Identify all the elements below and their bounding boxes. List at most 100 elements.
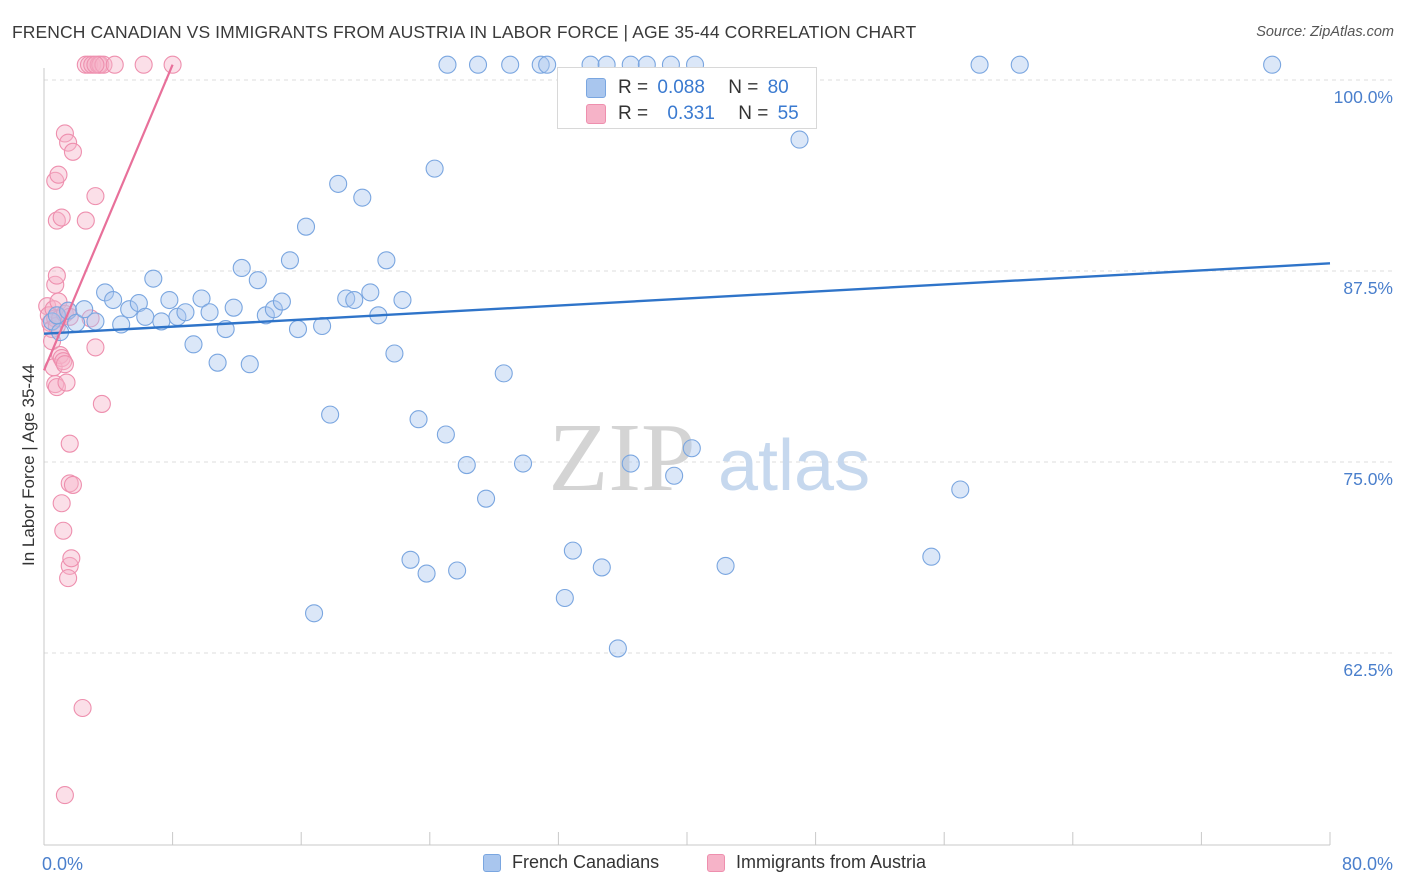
data-point bbox=[716, 556, 735, 575]
data-point bbox=[86, 338, 105, 357]
data-point bbox=[76, 211, 95, 230]
data-point bbox=[47, 378, 66, 397]
r-value: 0.331 bbox=[667, 103, 715, 124]
data-point bbox=[192, 289, 211, 308]
data-point bbox=[353, 188, 372, 207]
data-point bbox=[970, 55, 989, 74]
x-tick-label: 0.0% bbox=[42, 854, 83, 874]
y-tick-label: 87.5% bbox=[1343, 278, 1393, 298]
data-point bbox=[52, 494, 71, 513]
y-tick-label: 62.5% bbox=[1343, 660, 1393, 680]
n-value: 55 bbox=[777, 103, 799, 124]
data-point bbox=[345, 290, 364, 310]
data-point bbox=[436, 425, 455, 444]
watermark-atlas: atlas bbox=[718, 426, 870, 506]
data-point bbox=[104, 290, 123, 310]
data-point bbox=[46, 375, 65, 394]
data-point bbox=[52, 208, 71, 227]
legend-item-french-canadians[interactable]: French Canadians bbox=[483, 852, 659, 873]
data-point bbox=[385, 344, 404, 363]
data-point bbox=[438, 55, 457, 74]
data-point bbox=[494, 364, 513, 383]
trend-line-immigrants-from-austria bbox=[42, 64, 174, 371]
data-point bbox=[592, 558, 611, 577]
data-point bbox=[280, 251, 299, 270]
data-point bbox=[790, 130, 809, 149]
data-point bbox=[75, 300, 94, 319]
data-point bbox=[313, 316, 332, 336]
y-tick-label: 100.0% bbox=[1334, 87, 1393, 107]
data-point bbox=[329, 174, 348, 193]
data-point bbox=[448, 561, 467, 580]
data-point bbox=[60, 474, 79, 493]
legend-item-immigrants-from-austria[interactable]: Immigrants from Austria bbox=[707, 852, 926, 873]
n-label: N = bbox=[728, 77, 759, 98]
stats-legend: R = 0.088 N = 80 R = 0.331 N = 55 bbox=[557, 67, 817, 129]
data-point bbox=[401, 550, 420, 569]
n-value: 80 bbox=[767, 77, 789, 98]
blue-swatch bbox=[586, 78, 606, 98]
data-point bbox=[57, 373, 76, 392]
data-point bbox=[92, 394, 111, 413]
data-point bbox=[54, 521, 73, 540]
pink-swatch bbox=[586, 104, 606, 124]
data-point bbox=[272, 292, 291, 311]
data-point bbox=[922, 547, 941, 566]
data-point bbox=[513, 454, 533, 473]
data-point bbox=[55, 786, 74, 805]
data-point bbox=[47, 266, 66, 285]
legend-swatch-blue bbox=[483, 853, 501, 872]
data-point bbox=[296, 217, 316, 236]
y-axis-label: In Labor Force | Age 35-44 bbox=[19, 364, 38, 566]
watermark-zip: ZIP bbox=[549, 404, 696, 512]
data-point bbox=[73, 698, 92, 718]
data-point bbox=[477, 489, 496, 508]
trend-lines bbox=[42, 64, 1331, 371]
data-point bbox=[136, 307, 155, 326]
data-point bbox=[232, 258, 251, 277]
data-point bbox=[47, 211, 66, 230]
data-point bbox=[59, 133, 78, 152]
series-french-canadians bbox=[42, 55, 1282, 658]
source-label: Source: ZipAtlas.com bbox=[1256, 24, 1394, 40]
data-point bbox=[417, 564, 436, 583]
data-point bbox=[81, 309, 100, 328]
y-tick-label: 75.0% bbox=[1343, 469, 1393, 489]
data-point bbox=[665, 466, 684, 485]
data-point bbox=[409, 410, 428, 429]
data-point bbox=[393, 290, 412, 310]
data-point bbox=[160, 290, 179, 310]
data-point bbox=[501, 55, 520, 74]
stats-text: R = 0.088 N = 80 bbox=[618, 77, 789, 99]
data-point bbox=[682, 439, 701, 458]
data-point bbox=[321, 405, 340, 424]
data-point bbox=[361, 283, 380, 302]
r-value: 0.088 bbox=[657, 77, 705, 98]
x-tick-label: 80.0% bbox=[1342, 854, 1393, 874]
data-point bbox=[134, 55, 153, 74]
legend: French Canadians Immigrants from Austria bbox=[0, 852, 1406, 878]
data-point bbox=[105, 55, 124, 74]
data-point bbox=[63, 142, 82, 161]
data-point bbox=[951, 480, 970, 499]
trend-line-french-canadians bbox=[43, 262, 1331, 335]
data-point bbox=[563, 541, 582, 560]
data-point bbox=[62, 549, 81, 568]
data-point bbox=[144, 269, 163, 288]
data-point bbox=[425, 159, 444, 178]
data-point bbox=[240, 355, 259, 374]
r-label: R = bbox=[618, 103, 649, 124]
data-point bbox=[1010, 55, 1029, 74]
data-point bbox=[248, 271, 267, 290]
data-point bbox=[49, 165, 68, 184]
chart-title: FRENCH CANADIAN VS IMMIGRANTS FROM AUSTR… bbox=[12, 22, 917, 42]
legend-label: Immigrants from Austria bbox=[736, 852, 927, 872]
data-point bbox=[531, 55, 550, 74]
legend-label: French Canadians bbox=[512, 852, 660, 872]
data-point bbox=[184, 335, 203, 354]
data-point bbox=[120, 300, 139, 319]
stats-text: R = 0.331 N = 55 bbox=[618, 103, 799, 125]
data-point bbox=[200, 303, 219, 322]
data-point bbox=[208, 353, 227, 372]
